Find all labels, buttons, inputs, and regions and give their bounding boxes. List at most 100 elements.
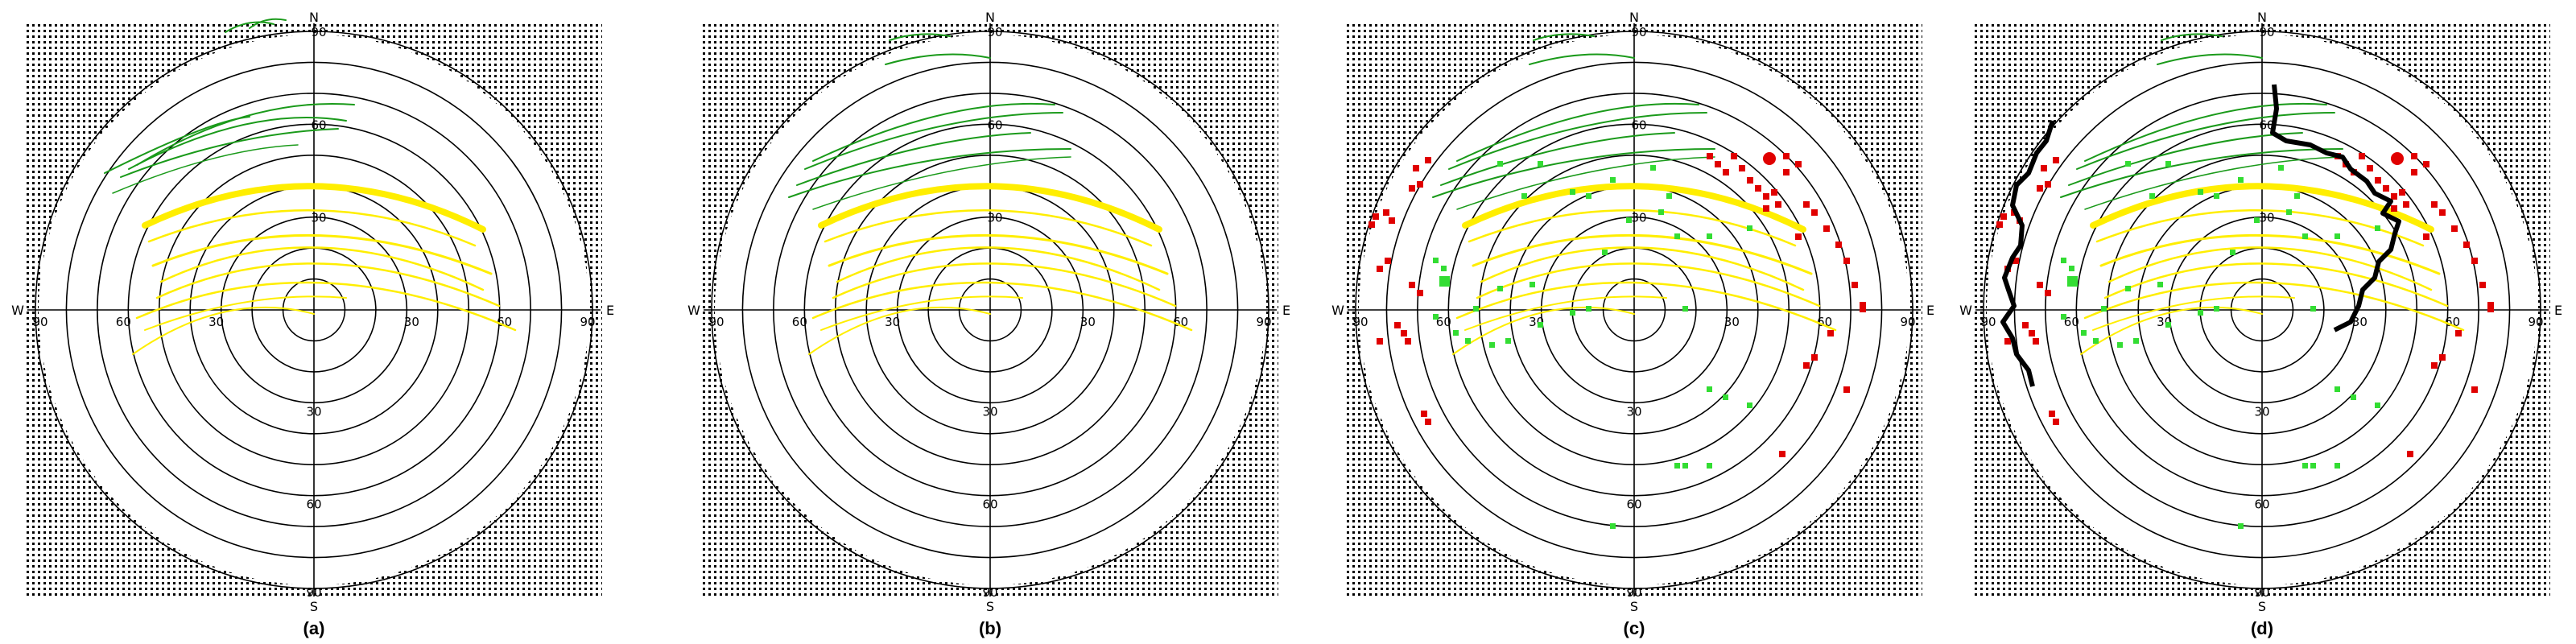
red-observation-point bbox=[1425, 419, 1431, 425]
ring-label-e60: 60 bbox=[1173, 315, 1188, 329]
north-label: N bbox=[1629, 10, 1639, 25]
red-observation-point bbox=[1775, 201, 1781, 208]
green-observation-point bbox=[2310, 463, 2316, 469]
ring-label-w60: 60 bbox=[116, 315, 131, 329]
green-observation-point bbox=[1433, 258, 1439, 263]
green-satellite-track bbox=[788, 148, 1071, 198]
green-observation-point bbox=[2157, 282, 2163, 287]
ring-label-e60: 60 bbox=[497, 315, 512, 329]
yellow-satellite-track bbox=[155, 262, 501, 308]
green-observation-point bbox=[1650, 165, 1656, 171]
ring-label-e30: 30 bbox=[1080, 315, 1096, 329]
green-observation-point bbox=[1707, 386, 1712, 392]
ring-label-s60: 60 bbox=[2254, 497, 2269, 512]
yellow-satellite-track bbox=[144, 295, 347, 331]
ring-label-w90: 90 bbox=[708, 315, 724, 329]
red-observation-point bbox=[1707, 153, 1713, 159]
green-observation-point bbox=[1433, 314, 1439, 320]
ring-label-n60: 60 bbox=[2259, 118, 2274, 132]
ring-label-w90: 90 bbox=[1352, 315, 1368, 329]
green-observation-point bbox=[2214, 193, 2219, 199]
ring-label-e90: 90 bbox=[2528, 315, 2543, 329]
east-label: E bbox=[1926, 303, 1934, 318]
ring-label-w60: 60 bbox=[2064, 315, 2079, 329]
ring-label-n30: 30 bbox=[311, 211, 326, 225]
green-satellite-track bbox=[112, 144, 299, 194]
green-observation-point bbox=[1497, 161, 1503, 167]
green-observation-point bbox=[2334, 463, 2340, 469]
green-observation-point bbox=[1610, 523, 1616, 529]
panel-d: N S E W 60 30 90 30 60 90 30 60 90 30 60 90 (d) bbox=[1956, 0, 2568, 644]
green-observation-point bbox=[1439, 276, 1450, 287]
red-observation-point bbox=[2471, 386, 2478, 393]
green-satellite-track bbox=[1533, 33, 1595, 41]
red-observation-point bbox=[1723, 169, 1729, 175]
green-observation-point bbox=[1497, 286, 1503, 291]
ring-label-n90: 90 bbox=[2259, 25, 2274, 39]
red-observation-point bbox=[2033, 338, 2039, 345]
ring-label-n60: 60 bbox=[311, 118, 326, 132]
red-observation-point bbox=[1409, 282, 1415, 288]
red-observation-point bbox=[2439, 354, 2446, 361]
ring-label-s60: 60 bbox=[982, 497, 997, 512]
green-observation-point bbox=[2061, 258, 2066, 263]
green-observation-point bbox=[1682, 306, 1688, 312]
yellow-satellite-track bbox=[2103, 262, 2449, 308]
green-observation-point bbox=[2081, 330, 2087, 336]
green-observation-point bbox=[2254, 217, 2260, 223]
red-observation-point bbox=[2439, 209, 2446, 216]
green-observation-point bbox=[1521, 193, 1527, 199]
red-observation-point bbox=[1747, 177, 1753, 184]
ring-label-e90: 90 bbox=[1900, 315, 1915, 329]
red-observation-point bbox=[1373, 213, 1379, 220]
visibility-boundary-east bbox=[2270, 84, 2401, 332]
red-observation-point bbox=[2383, 185, 2389, 192]
green-observation-point bbox=[2310, 306, 2316, 312]
red-observation-point bbox=[2045, 290, 2051, 296]
ring-label-s90: 90 bbox=[1626, 585, 1641, 600]
red-observation-point bbox=[2049, 411, 2055, 417]
ring-label-w90: 90 bbox=[32, 315, 47, 329]
red-observation-point bbox=[1413, 165, 1419, 171]
red-observation-point bbox=[1843, 258, 1850, 264]
green-observation-point bbox=[2238, 523, 2244, 529]
ring-label-e90: 90 bbox=[1256, 315, 1271, 329]
green-observation-point bbox=[2302, 463, 2308, 469]
green-observation-point bbox=[2334, 233, 2340, 239]
green-observation-point bbox=[2334, 386, 2340, 392]
yellow-satellite-track bbox=[2107, 246, 2433, 291]
ring-label-s90: 90 bbox=[306, 585, 321, 600]
ring-label-n60: 60 bbox=[987, 118, 1002, 132]
red-observation-point bbox=[2487, 302, 2494, 308]
yellow-satellite-track bbox=[811, 281, 1193, 332]
red-observation-point bbox=[1803, 201, 1810, 208]
panel-label: (b) bbox=[978, 618, 1002, 638]
yellow-satellite-track bbox=[1462, 183, 1806, 233]
visibility-boundary-west bbox=[2000, 120, 2055, 387]
green-observation-point bbox=[1473, 306, 1479, 312]
ring-label-n90: 90 bbox=[1631, 25, 1646, 39]
green-satellite-track bbox=[128, 117, 347, 170]
red-observation-point bbox=[1811, 209, 1818, 216]
red-observation-point bbox=[1377, 266, 1383, 272]
green-observation-point bbox=[2165, 322, 2171, 328]
green-observation-point bbox=[1570, 189, 1575, 195]
red-observation-point bbox=[1860, 302, 1866, 308]
green-satellite-track bbox=[2076, 112, 2335, 170]
green-observation-point bbox=[1441, 266, 1447, 271]
green-observation-point bbox=[2125, 161, 2131, 167]
green-observation-point bbox=[1505, 338, 1511, 344]
green-observation-point bbox=[2069, 266, 2074, 271]
red-observation-point bbox=[2487, 306, 2494, 312]
panel-label: (d) bbox=[2250, 618, 2274, 638]
red-observation-point bbox=[1827, 330, 1834, 336]
ring-label-e30: 30 bbox=[1724, 315, 1740, 329]
green-satellite-track bbox=[225, 21, 275, 33]
red-observation-point bbox=[2004, 338, 2011, 345]
red-observation-point bbox=[1783, 169, 1790, 175]
green-observation-point bbox=[1610, 177, 1616, 183]
yellow-satellite-track bbox=[151, 233, 493, 275]
ring-label-s90: 90 bbox=[2254, 585, 2269, 600]
ring-label-s30: 30 bbox=[2254, 404, 2269, 419]
